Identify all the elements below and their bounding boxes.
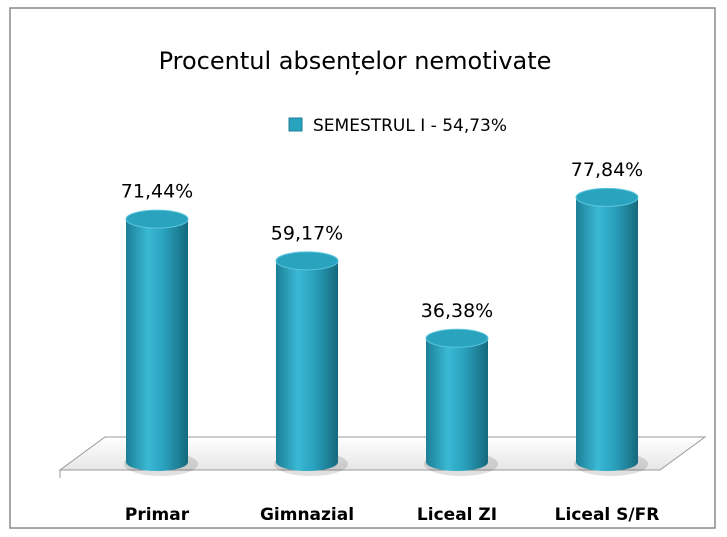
bar bbox=[424, 328, 498, 476]
bar-body bbox=[126, 219, 188, 471]
legend-label: SEMESTRUL I - 54,73% bbox=[313, 116, 507, 136]
bar-top bbox=[125, 209, 189, 229]
x-tick-label: Primar bbox=[125, 505, 190, 525]
chart-title: Procentul absențelor nemotivate bbox=[159, 47, 552, 75]
bar bbox=[124, 209, 198, 476]
bar-body bbox=[276, 260, 338, 471]
data-label: 77,84% bbox=[571, 159, 643, 181]
x-tick-label: Liceal ZI bbox=[417, 505, 497, 525]
data-label: 71,44% bbox=[121, 181, 193, 203]
bar bbox=[274, 251, 348, 476]
bar-body bbox=[426, 338, 488, 471]
data-label: 36,38% bbox=[421, 300, 493, 322]
bar-body bbox=[576, 197, 638, 471]
data-label: 59,17% bbox=[271, 222, 343, 244]
legend-swatch bbox=[288, 117, 303, 132]
bar-top bbox=[275, 251, 339, 271]
x-tick-label: Gimnazial bbox=[260, 505, 354, 525]
bar bbox=[574, 187, 648, 476]
x-tick-label: Liceal S/FR bbox=[555, 505, 660, 525]
bar-top bbox=[425, 328, 489, 348]
bar-top bbox=[575, 187, 639, 207]
